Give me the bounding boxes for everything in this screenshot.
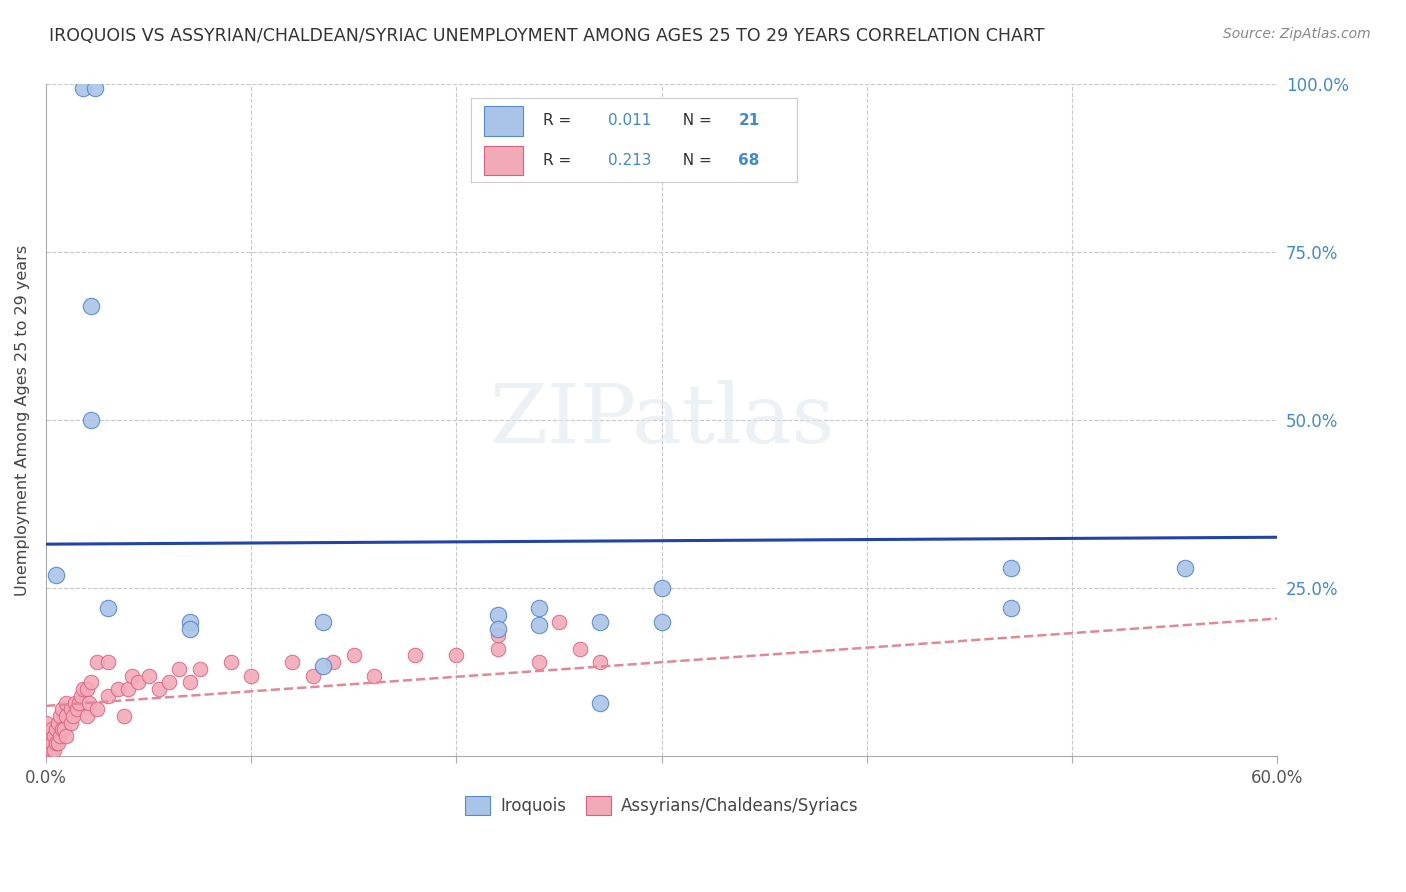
Point (62, 709, 84, 723)
Point (188, 662, 211, 676)
Point (96, 601, 118, 615)
Point (589, 696, 612, 710)
Point (86, 655, 108, 669)
Point (651, 615, 673, 629)
Point (37, 742, 59, 756)
Point (121, 668, 143, 682)
Point (1174, 561, 1197, 575)
Point (45, 567, 67, 582)
Point (589, 655, 612, 669)
Point (127, 675, 149, 690)
Point (80, 675, 103, 690)
Point (343, 648, 366, 663)
Point (589, 615, 612, 629)
Text: Source: ZipAtlas.com: Source: ZipAtlas.com (1223, 27, 1371, 41)
Point (67, 696, 90, 710)
Point (49, 709, 72, 723)
Point (148, 682, 170, 697)
Point (35, 729, 58, 743)
Point (46, 736, 69, 750)
Point (281, 655, 304, 669)
Point (35, 746, 58, 760)
Point (1000, 561, 1022, 575)
Point (72, 80, 94, 95)
Point (1000, 601, 1022, 615)
Point (46, 715, 69, 730)
Point (55, 709, 77, 723)
Point (35, 742, 58, 756)
Point (41, 742, 63, 756)
Point (446, 648, 468, 663)
Point (240, 668, 263, 682)
Point (35, 715, 58, 730)
Point (44, 729, 66, 743)
Point (527, 601, 550, 615)
Point (301, 668, 323, 682)
Point (107, 682, 129, 697)
Point (486, 641, 509, 656)
Point (76, 709, 98, 723)
Text: IROQUOIS VS ASSYRIAN/CHALDEAN/SYRIAC UNEMPLOYMENT AMONG AGES 25 TO 29 YEARS CORR: IROQUOIS VS ASSYRIAN/CHALDEAN/SYRIAC UNE… (49, 27, 1045, 45)
Point (76, 682, 98, 697)
Point (86, 702, 108, 716)
Point (53, 723, 76, 737)
Point (157, 675, 180, 690)
Point (527, 655, 550, 669)
Point (312, 658, 335, 673)
Legend: Iroquois, Assyrians/Chaldeans/Syriacs: Iroquois, Assyrians/Chaldeans/Syriacs (458, 789, 865, 822)
Point (49, 729, 72, 743)
Point (312, 615, 335, 629)
Point (486, 628, 509, 642)
Point (179, 675, 201, 690)
Point (45, 723, 67, 737)
Point (80, 299, 103, 313)
Point (59, 715, 82, 730)
Point (486, 622, 509, 636)
Text: ZIPatlas: ZIPatlas (489, 380, 834, 460)
Point (179, 622, 201, 636)
Point (169, 662, 191, 676)
Point (322, 655, 344, 669)
Point (51, 723, 73, 737)
Point (527, 618, 550, 632)
Point (568, 641, 591, 656)
Point (70, 689, 93, 703)
Point (72, 682, 94, 697)
Point (41, 736, 63, 750)
Point (35, 749, 58, 764)
Point (486, 608, 509, 623)
Point (66, 702, 89, 716)
Point (219, 655, 242, 669)
Point (80, 413, 103, 427)
Point (55, 729, 77, 743)
Point (96, 655, 118, 669)
Point (363, 668, 385, 682)
Point (41, 723, 63, 737)
Y-axis label: Unemployment Among Ages 25 to 29 years: Unemployment Among Ages 25 to 29 years (15, 244, 30, 596)
Point (84, 80, 107, 95)
Point (51, 702, 73, 716)
Point (55, 696, 77, 710)
Point (35, 736, 58, 750)
Point (117, 682, 139, 697)
Point (112, 709, 135, 723)
Point (651, 582, 673, 596)
Point (548, 615, 571, 629)
Point (37, 749, 59, 764)
Point (59, 702, 82, 716)
Point (404, 648, 426, 663)
Point (77, 696, 100, 710)
Point (45, 736, 67, 750)
Point (96, 689, 118, 703)
Point (179, 615, 201, 629)
Point (138, 668, 160, 682)
Point (63, 696, 86, 710)
Point (44, 742, 66, 756)
Point (39, 742, 62, 756)
